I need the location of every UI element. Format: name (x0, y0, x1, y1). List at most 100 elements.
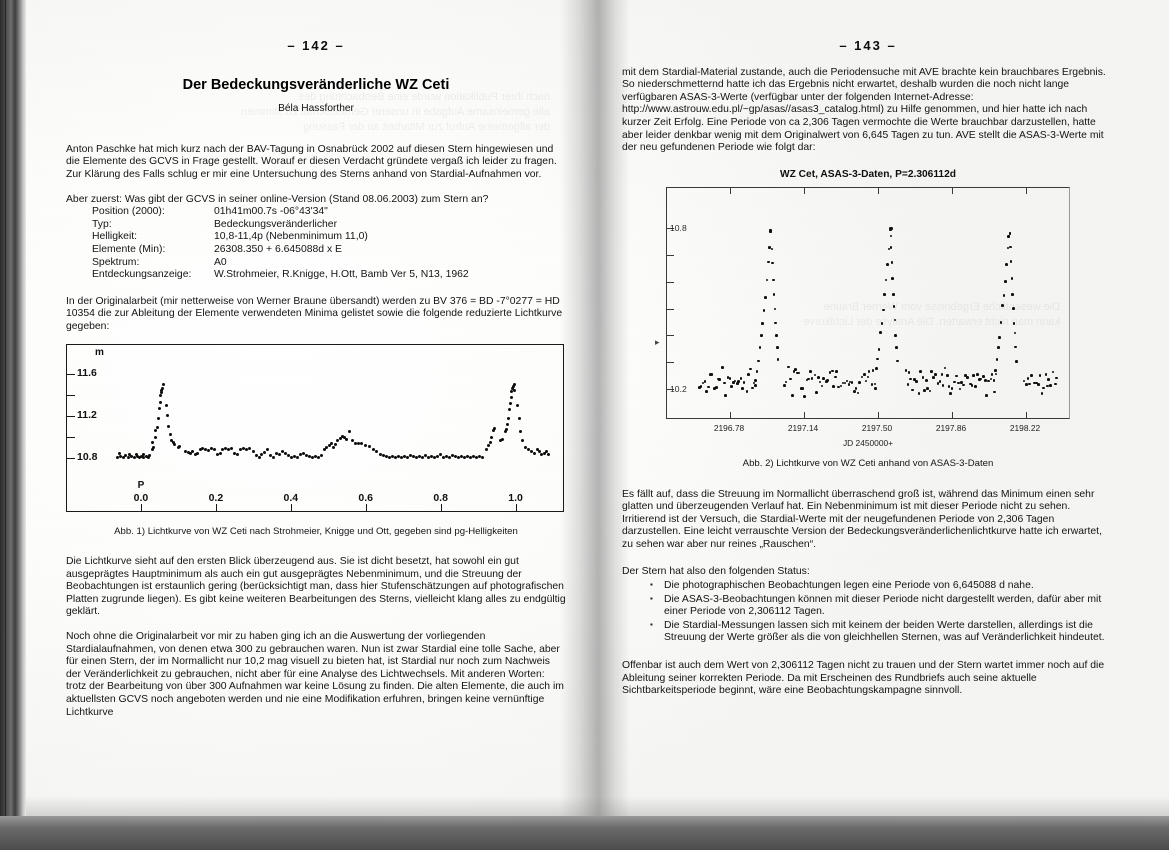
figure-2-data-point (895, 346, 898, 349)
figure-2-data-point (1004, 280, 1007, 283)
gcvs-row: Typ: Bedeckungsveränderlicher (92, 219, 469, 232)
figure-1-data-point (538, 449, 541, 453)
figure-2-data-point (1026, 377, 1030, 381)
figure-2-data-point (775, 346, 779, 350)
figure-1-data-point (224, 446, 228, 450)
figure-2-data-point (911, 388, 914, 392)
figure-1-data-point (519, 430, 523, 434)
figure-2-data-point (724, 393, 728, 397)
figure-1-data-point (158, 400, 162, 404)
figure-2-x-tick-bottom (730, 412, 731, 419)
figure-2-data-point (776, 358, 780, 361)
gcvs-row: Position (2000): 01h41m00.7s -06°43'34" (92, 206, 469, 219)
figure-2-data-point (739, 377, 743, 380)
figure-2-data-point (770, 247, 774, 251)
figure-1-data-point (382, 454, 386, 458)
figure-1-data-point (484, 447, 488, 451)
figure-1-data-point (336, 439, 340, 443)
gcvs-key: Typ: (92, 218, 112, 230)
figure-2-x-tick-bottom (804, 412, 805, 419)
figure-2-data-point (1008, 232, 1012, 235)
figure-1-data-point (503, 430, 507, 434)
figure-2-data-point (997, 346, 1000, 349)
gcvs-value: W.Strohmeier, R.Knigge, H.Ott, Bamb Ver … (214, 269, 469, 281)
figure-1-data-point (445, 455, 449, 459)
figure-2-data-point (1011, 293, 1014, 296)
figure-1-y-tick (66, 374, 75, 376)
figure-2-data-point (990, 372, 994, 376)
figure-2-data-point (892, 305, 896, 309)
figure-1-data-point (281, 449, 285, 453)
figure-2-data-point (983, 379, 987, 382)
figure-1-data-point (454, 455, 458, 459)
figure-1-data-point (323, 447, 326, 451)
figure-1-data-point (314, 455, 318, 459)
figure-2-data-point (699, 385, 703, 388)
figure-2-data-point (866, 375, 870, 379)
figure-2-data-point (771, 261, 774, 265)
figure-1-data-point (511, 387, 515, 391)
figure-1-data-point (209, 446, 213, 450)
figure-1-data-point (510, 390, 514, 394)
figure-1-data-point (142, 456, 146, 460)
paragraph-curve-discussion: Die Lichtkurve sieht auf den ersten Blic… (66, 556, 566, 618)
figure-2-data-point (723, 381, 726, 385)
figure-2-data-point (742, 381, 746, 385)
figure-2-data-point (854, 387, 858, 391)
figure-1-y-tick-label: 10.8 (77, 450, 98, 463)
figure-1-data-point (160, 391, 164, 395)
figure-2-data-point (1033, 381, 1036, 385)
figure-1-data-point (338, 437, 342, 441)
figure-1-data-point (320, 454, 323, 458)
figure-1-x-tick-label: 0.4 (283, 491, 299, 504)
figure-2-data-point (705, 390, 708, 393)
figure-2-data-point (947, 384, 951, 388)
figure-1-data-point (388, 456, 392, 460)
figure-1-data-point (155, 425, 159, 429)
figure-2-data-point (726, 376, 730, 379)
figure-2-data-point (977, 378, 981, 382)
figure-2-data-point (889, 227, 892, 230)
figure-2-data-point (953, 380, 956, 384)
figure-2-data-point (862, 373, 866, 376)
figure-2-data-point (1030, 374, 1034, 377)
figure-1-data-point (287, 454, 291, 458)
figure-1-data-point (415, 456, 419, 460)
figure-2-data-point (1024, 382, 1028, 386)
figure-1-x-tick-label: 0.0 (133, 491, 149, 504)
figure-2-data-point (808, 370, 812, 373)
figure-2-data-point (698, 385, 702, 389)
figure-2-data-point (783, 384, 786, 388)
figure-1-data-point (146, 456, 150, 460)
figure-2-data-point (1047, 378, 1051, 382)
figure-1-data-point (218, 452, 222, 456)
figure-1-data-point (153, 436, 157, 440)
figure-1-data-point (156, 416, 160, 420)
figure-2-data-point (940, 373, 944, 376)
figure-2-y-tick (667, 362, 674, 364)
figure-1-data-point (343, 436, 347, 440)
figure-1-data-point (212, 447, 216, 451)
figure-2-data-point (1055, 376, 1058, 380)
figure-1-data-point (121, 456, 125, 460)
figure-2-data-point (926, 387, 929, 390)
figure-1-data-point (248, 446, 252, 450)
figure-2-data-point (867, 369, 871, 373)
paragraph-original-work: In der Originalarbeit (mir netterweise v… (66, 295, 563, 332)
figure-2-data-point (832, 385, 835, 388)
figure-2-data-point (732, 381, 735, 384)
figure-2-x-tick-top (1026, 188, 1027, 195)
figure-2-data-point (938, 380, 942, 383)
figure-1-data-point (132, 456, 136, 460)
figure-2-data-point (847, 383, 851, 386)
figure-1-data-point (245, 447, 249, 451)
figure-2-x-tick-label: 2196.78 (713, 423, 745, 434)
figure-2-data-point (718, 378, 721, 381)
figure-2-data-point (801, 387, 805, 390)
figure-2-data-point (807, 377, 810, 381)
figure-2-data-point (761, 322, 764, 325)
status-bullet-list: Die photographischen Beobachtungen legen… (622, 579, 1114, 645)
figure-2-data-point (852, 390, 856, 393)
figure-1-data-point (135, 455, 139, 459)
figure-2-data-point (762, 309, 766, 313)
